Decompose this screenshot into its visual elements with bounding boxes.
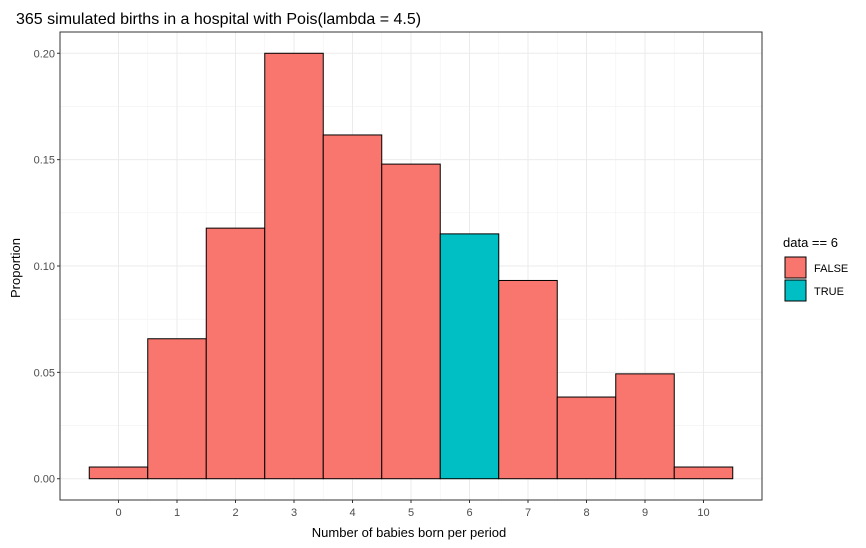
x-tick-label: 7 — [525, 507, 531, 519]
x-axis-title: Number of babies born per period — [312, 525, 506, 540]
x-tick-label: 8 — [583, 507, 589, 519]
legend: data == 6 FALSE TRUE — [783, 235, 848, 302]
y-tick-label: 0.15 — [34, 155, 55, 167]
x-tick-label: 1 — [174, 507, 180, 519]
y-tick-label: 0.10 — [34, 261, 55, 273]
legend-label-false: FALSE — [814, 263, 848, 275]
x-axis: 0 1 2 3 4 5 6 7 8 9 10 — [115, 500, 710, 519]
x-tick-label: 3 — [291, 507, 297, 519]
y-tick-label: 0.20 — [34, 48, 55, 60]
bar-2 — [205, 227, 266, 480]
bar-4 — [322, 134, 383, 480]
legend-key-false — [784, 256, 807, 279]
y-tick-label: 0.05 — [34, 367, 55, 379]
x-tick-label: 10 — [697, 507, 709, 519]
bar-6 — [439, 233, 500, 480]
y-axis-title: Proportion — [8, 238, 23, 298]
bar-1 — [147, 338, 207, 480]
legend-label-true: TRUE — [814, 286, 844, 298]
bar-5 — [381, 163, 441, 480]
x-tick-label: 0 — [115, 507, 121, 519]
x-tick-label: 6 — [466, 507, 472, 519]
bar-9 — [615, 373, 675, 480]
y-axis: 0.00 0.05 0.10 0.15 0.20 — [34, 48, 60, 486]
bars — [88, 52, 734, 480]
bar-8 — [556, 396, 617, 480]
x-tick-label: 4 — [349, 507, 355, 519]
x-tick-label: 9 — [642, 507, 648, 519]
legend-key-true — [784, 279, 807, 302]
legend-title: data == 6 — [783, 235, 838, 250]
x-tick-label: 5 — [408, 507, 414, 519]
bar-7 — [498, 279, 558, 480]
x-tick-label: 2 — [232, 507, 238, 519]
chart-title: 365 simulated births in a hospital with … — [16, 11, 421, 28]
bar-10 — [673, 466, 734, 480]
bar-0 — [88, 466, 149, 480]
bar-3 — [264, 52, 324, 480]
y-tick-label: 0.00 — [34, 474, 55, 486]
